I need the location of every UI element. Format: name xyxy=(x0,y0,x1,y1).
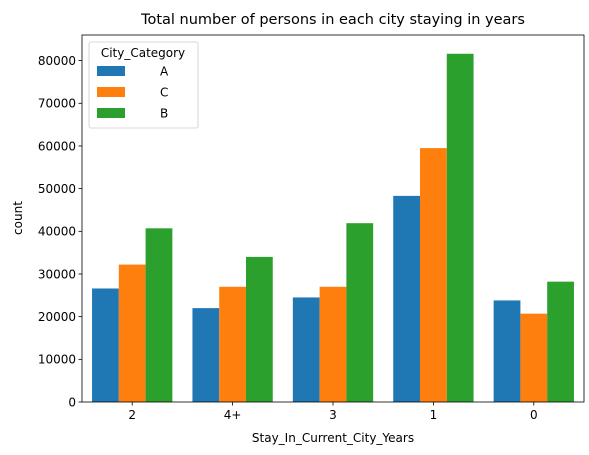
y-tick-label: 0 xyxy=(68,395,76,409)
bar-A-3 xyxy=(292,297,320,402)
x-axis-title: Stay_In_Current_City_Years xyxy=(252,431,414,445)
y-tick-label: 70000 xyxy=(38,97,76,111)
x-tick-label: 0 xyxy=(530,408,538,422)
bar-B-4+ xyxy=(245,256,273,402)
bar-C-4+ xyxy=(219,286,246,402)
x-axis-ticks: 2 4+ 3 1 0 xyxy=(128,402,538,422)
x-tick-label: 2 xyxy=(128,408,136,422)
bar-A-1 xyxy=(393,195,421,402)
x-tick-label: 4+ xyxy=(224,408,242,422)
y-axis-title: count xyxy=(11,201,25,235)
legend-items: ACB xyxy=(97,65,169,121)
bar-C-0 xyxy=(520,313,548,402)
y-axis-ticks: 0 10000 20000 30000 40000 50000 60000 70000 8000… xyxy=(38,54,82,409)
bar-A-2 xyxy=(92,288,119,402)
bar-B-1 xyxy=(446,53,474,403)
legend-title: City_Category xyxy=(101,46,185,60)
plot-frame xyxy=(81,34,585,403)
legend-frame xyxy=(88,41,199,129)
bar-A-0 xyxy=(493,300,521,402)
bar-A-4+ xyxy=(192,308,220,402)
legend-swatch-B xyxy=(97,108,125,118)
y-tick-label: 80000 xyxy=(38,54,76,68)
bar-B-0 xyxy=(547,281,574,402)
y-tick-label: 60000 xyxy=(38,139,76,153)
legend-swatch-C xyxy=(97,87,125,97)
bar-C-3 xyxy=(319,286,347,402)
bar-C-1 xyxy=(420,148,447,402)
y-tick-label: 10000 xyxy=(38,353,76,367)
y-tick-label: 50000 xyxy=(38,182,76,196)
chart-title: Total number of persons in each city sta… xyxy=(140,12,525,28)
legend: City_Category ACB xyxy=(88,41,199,129)
bar-C-2 xyxy=(118,264,146,402)
legend-label-C: C xyxy=(160,86,168,100)
legend-label-B: B xyxy=(160,107,168,121)
y-tick-label: 40000 xyxy=(38,225,76,239)
legend-label-A: A xyxy=(160,65,169,79)
x-tick-label: 1 xyxy=(430,408,438,422)
y-tick-label: 20000 xyxy=(38,310,76,324)
y-tick-label: 30000 xyxy=(38,267,76,281)
bars-group xyxy=(92,53,574,403)
legend-swatch-A xyxy=(97,66,125,76)
bar-B-2 xyxy=(145,228,173,402)
bar-B-3 xyxy=(346,223,374,402)
x-tick-label: 3 xyxy=(329,408,337,422)
